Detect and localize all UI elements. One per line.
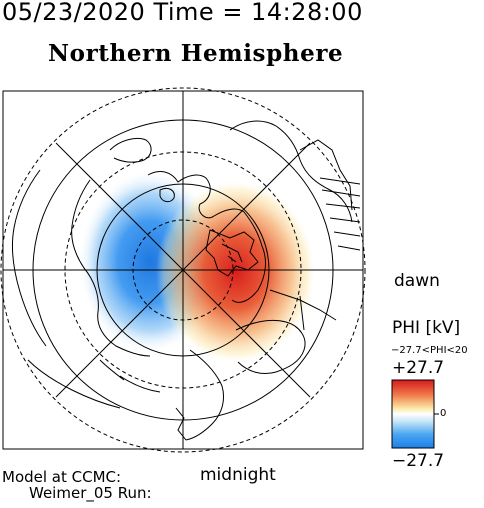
- time-title: 05/23/2020 Time = 14:28:00: [2, 0, 363, 26]
- colorbar-max-label: +27.7: [392, 358, 445, 378]
- colorbar: [391, 379, 435, 449]
- colorbar-range-text: −27.7<PHI<20: [391, 345, 468, 356]
- dawn-label: dawn: [394, 271, 440, 291]
- run-label: Weimer_05 Run:: [29, 484, 152, 502]
- colorbar-title: PHI [kV]: [392, 318, 461, 338]
- colorbar-zero-label: 0: [440, 408, 447, 419]
- colorbar-min-label: −27.7: [392, 451, 445, 471]
- positive-potential-cell: [156, 180, 316, 364]
- coastlines: [11, 120, 361, 441]
- meridian-grid: [3, 91, 363, 449]
- hemisphere-title: Northern Hemisphere: [48, 40, 344, 67]
- midnight-label: midnight: [200, 465, 276, 485]
- model-label: Model at CCMC:: [2, 468, 122, 486]
